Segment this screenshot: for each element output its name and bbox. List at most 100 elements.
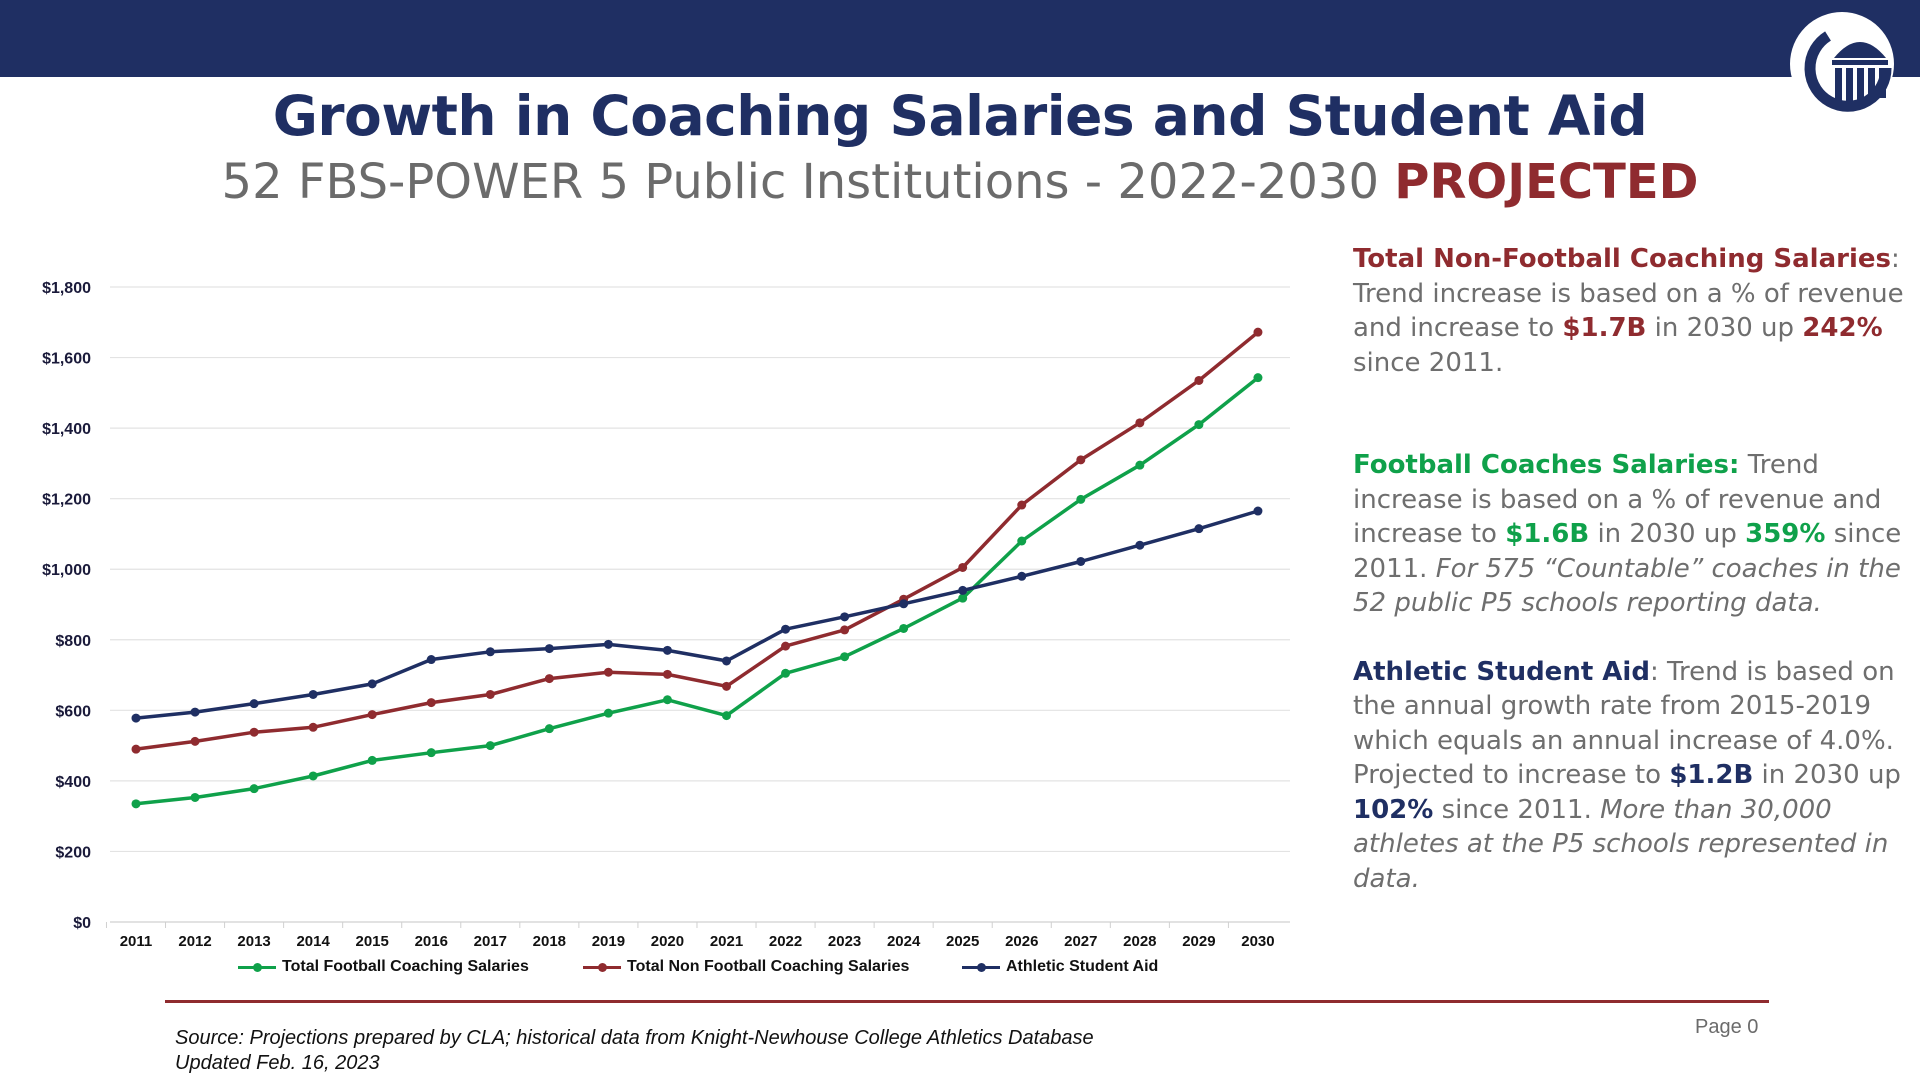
note-student-aid: Athletic Student Aid: Trend is based on … [1353, 655, 1913, 897]
note-non-football-value-1: $1.7B [1562, 313, 1647, 343]
data-point-non-football [426, 698, 436, 708]
note-football-value-1: $1.6B [1505, 519, 1590, 549]
footer-divider [165, 1000, 1769, 1003]
series-line-football [135, 376, 1260, 806]
note-student-aid-heading: Athletic Student Aid [1353, 656, 1650, 687]
updated-date: Updated Feb. 16, 2023 [175, 1052, 380, 1074]
note-non-football-value-2: 242% [1802, 313, 1883, 343]
note-student-aid-text-2: in 2030 up [1753, 760, 1901, 790]
subtitle-main: 52 FBS-POWER 5 Public Institutions - 202… [221, 154, 1379, 210]
x-tick-label: 2017 [474, 933, 507, 950]
note-student-aid-value-2: 102% [1353, 794, 1434, 825]
x-tick-label: 2018 [533, 933, 566, 950]
x-tick-label: 2021 [710, 933, 743, 950]
note-non-football: Total Non-Football Coaching Salaries: Tr… [1353, 242, 1913, 380]
series-line-non-football [135, 330, 1260, 751]
data-point-non-football [1253, 327, 1263, 337]
note-football: Football Coaches Salaries: Trend increas… [1353, 448, 1913, 621]
data-point-non-football [1194, 375, 1204, 385]
page-number: Page 0 [1695, 1016, 1759, 1038]
x-tick-label: 2016 [415, 933, 448, 950]
x-tick-label: 2012 [178, 933, 211, 950]
data-point-football [840, 652, 850, 662]
data-point-student-aid [1253, 506, 1263, 516]
note-student-aid-text-3: since 2011. [1433, 794, 1601, 825]
data-point-football [1135, 460, 1145, 470]
x-tick-label: 2027 [1064, 933, 1097, 950]
data-point-non-football [958, 562, 968, 572]
source-note: Source: Projections prepared by CLA; his… [175, 1026, 1094, 1076]
y-tick-label: $1,400 [42, 421, 91, 438]
x-tick-label: 2015 [356, 933, 389, 950]
x-tick-label: 2029 [1182, 933, 1215, 950]
data-point-non-football [603, 667, 613, 677]
note-student-aid-value-1: $1.2B [1669, 760, 1754, 790]
data-point-student-aid [485, 647, 495, 657]
x-tick-label: 2024 [887, 933, 921, 950]
data-point-football [249, 784, 259, 794]
legend-football: Total Football Coaching Salaries [238, 958, 529, 976]
note-football-heading: Football Coaches Salaries: [1353, 450, 1740, 480]
x-tick-label: 2019 [592, 933, 625, 950]
data-point-student-aid [1194, 524, 1204, 534]
data-point-student-aid [781, 624, 791, 634]
data-point-football [367, 755, 377, 765]
data-point-non-football [190, 736, 200, 746]
note-non-football-text-1: Trend increase is based on a % of revenu… [1353, 278, 1904, 344]
source-text: Source: Projections prepared by CLA; his… [175, 1027, 1094, 1049]
note-non-football-text-3: since 2011. [1353, 347, 1504, 378]
x-tick-label: 2023 [828, 933, 861, 950]
data-point-non-football [1076, 455, 1086, 465]
x-tick-label: 2028 [1123, 933, 1156, 950]
data-point-football [1076, 494, 1086, 504]
data-point-student-aid [544, 644, 554, 654]
data-point-non-football [308, 722, 318, 732]
data-point-student-aid [249, 699, 259, 709]
legend-student-aid: Athletic Student Aid [962, 958, 1158, 976]
x-tick-label: 2022 [769, 933, 802, 950]
data-point-football [781, 668, 791, 678]
data-point-student-aid [958, 585, 968, 595]
page-subtitle: 52 FBS-POWER 5 Public Institutions - 202… [0, 154, 1920, 210]
data-point-student-aid [662, 645, 672, 655]
data-point-football [308, 771, 318, 781]
data-point-non-football [249, 727, 259, 737]
x-tick-label: 2030 [1241, 933, 1274, 950]
legend-student-aid-label: Athletic Student Aid [1006, 958, 1159, 975]
data-point-non-football [1135, 418, 1145, 428]
data-point-football [1253, 373, 1263, 383]
data-point-student-aid [190, 707, 200, 717]
data-point-student-aid [367, 679, 377, 689]
data-point-student-aid [840, 612, 850, 622]
y-tick-label: $800 [55, 633, 91, 650]
data-point-non-football [544, 674, 554, 684]
data-point-student-aid [1076, 556, 1086, 566]
y-tick-label: $400 [55, 774, 91, 791]
note-student-aid-italic: More than 30,000 athletes at the P5 scho… [1353, 794, 1889, 894]
data-point-student-aid [899, 599, 909, 609]
note-student-aid-colon: : [1649, 656, 1659, 687]
data-point-non-football [662, 669, 672, 679]
data-point-football [662, 695, 672, 705]
x-tick-label: 2026 [1005, 933, 1038, 950]
page-title: Growth in Coaching Salaries and Student … [272, 84, 1648, 148]
data-point-non-football [485, 689, 495, 699]
y-tick-label: $600 [55, 703, 91, 720]
data-point-football [722, 711, 731, 721]
data-point-football [131, 799, 141, 809]
note-non-football-colon: : [1890, 244, 1900, 274]
legend-non-football: Total Non Football Coaching Salaries [583, 958, 909, 976]
data-point-football [603, 708, 613, 718]
note-football-text-1: Trend increase is based on a % of revenu… [1353, 450, 1882, 549]
data-point-non-football [131, 744, 141, 754]
x-tick-label: 2014 [296, 933, 330, 950]
line-chart: $0 $200 $400 $600 $800 $1,000 $1,200 $1,400 $1,6… [42, 280, 1290, 950]
data-point-football [544, 724, 554, 734]
series-line-student-aid [135, 509, 1259, 720]
legend-football-label: Total Football Coaching Salaries [282, 958, 529, 975]
legend-non-football-label: Total Non Football Coaching Salaries [627, 958, 910, 975]
data-point-football [1017, 536, 1027, 546]
note-football-italic: For 575 “Countable” coaches in the 52 pu… [1353, 553, 1901, 619]
data-point-football [426, 748, 436, 758]
data-point-student-aid [603, 639, 613, 649]
